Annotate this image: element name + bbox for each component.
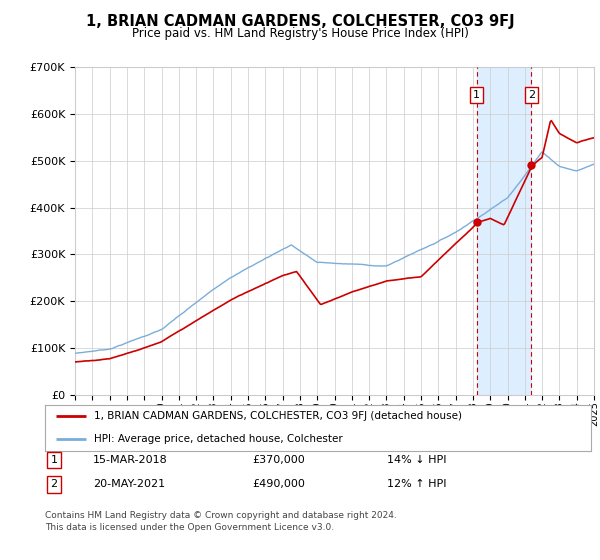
- Text: 20-MAY-2021: 20-MAY-2021: [93, 479, 165, 489]
- Text: 14% ↓ HPI: 14% ↓ HPI: [387, 455, 446, 465]
- Text: 15-MAR-2018: 15-MAR-2018: [93, 455, 168, 465]
- Text: 1: 1: [473, 90, 480, 100]
- Text: Contains HM Land Registry data © Crown copyright and database right 2024.
This d: Contains HM Land Registry data © Crown c…: [45, 511, 397, 531]
- Text: £370,000: £370,000: [252, 455, 305, 465]
- Bar: [476, 67, 532, 395]
- Text: HPI: Average price, detached house, Colchester: HPI: Average price, detached house, Colc…: [94, 434, 343, 444]
- Text: 1: 1: [50, 455, 58, 465]
- Text: 1, BRIAN CADMAN GARDENS, COLCHESTER, CO3 9FJ: 1, BRIAN CADMAN GARDENS, COLCHESTER, CO3…: [86, 14, 514, 29]
- Text: 2: 2: [50, 479, 58, 489]
- Text: Price paid vs. HM Land Registry's House Price Index (HPI): Price paid vs. HM Land Registry's House …: [131, 27, 469, 40]
- Text: 1, BRIAN CADMAN GARDENS, COLCHESTER, CO3 9FJ (detached house): 1, BRIAN CADMAN GARDENS, COLCHESTER, CO3…: [94, 411, 462, 421]
- Text: 2: 2: [528, 90, 535, 100]
- Text: £490,000: £490,000: [252, 479, 305, 489]
- Text: 12% ↑ HPI: 12% ↑ HPI: [387, 479, 446, 489]
